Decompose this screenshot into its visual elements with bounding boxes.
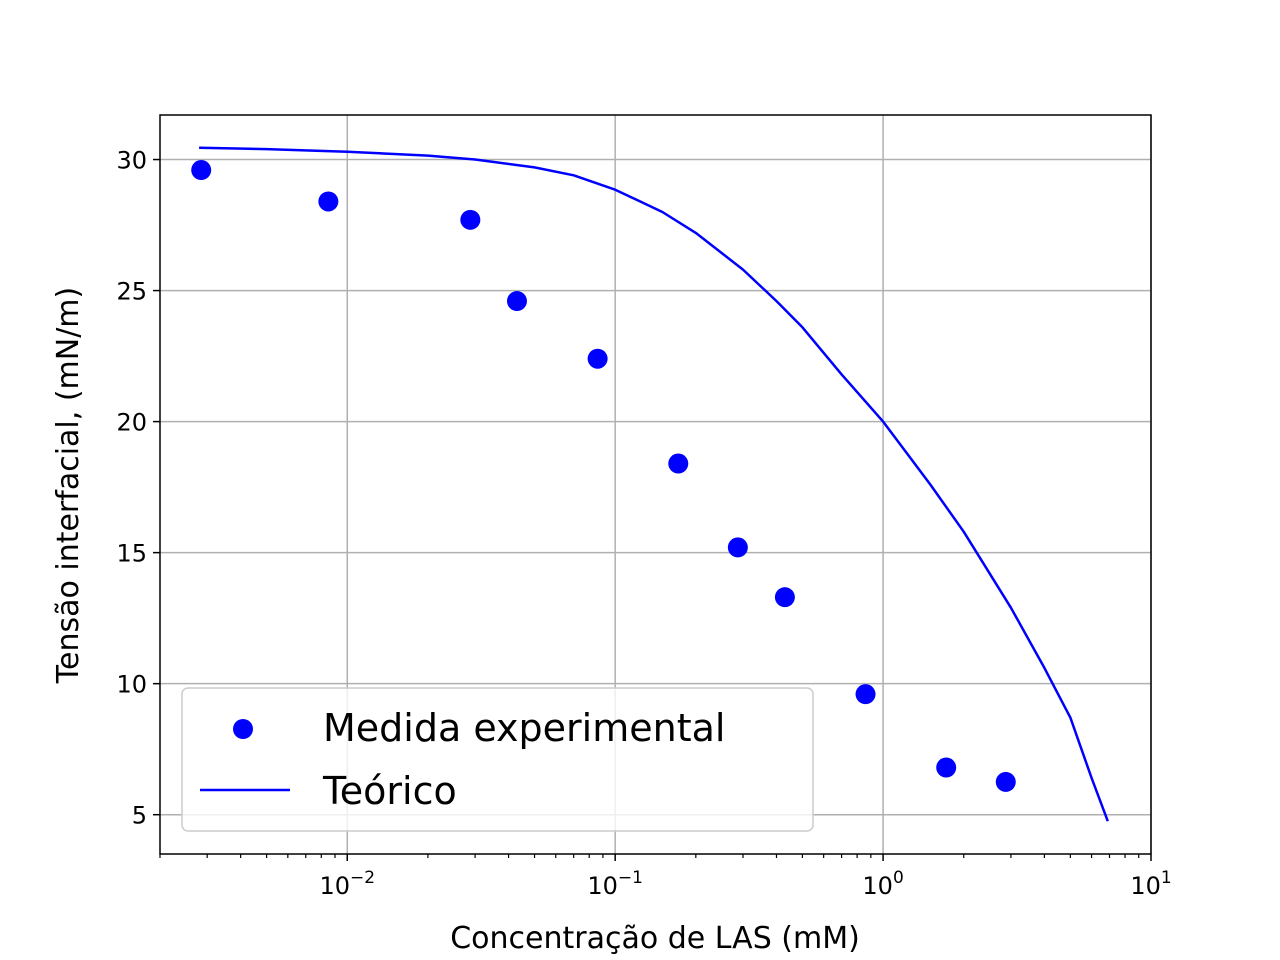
experimental-point bbox=[995, 771, 1016, 792]
y-tick-label: 25 bbox=[116, 278, 147, 306]
experimental-point bbox=[855, 684, 876, 705]
experimental-point bbox=[727, 537, 748, 558]
y-tick-label: 20 bbox=[116, 409, 147, 437]
theory-line-series bbox=[199, 146, 1109, 822]
x-tick-label-exponent: −2 bbox=[350, 868, 375, 888]
x-tick-label: 100 bbox=[862, 868, 903, 900]
x-tick-label: 101 bbox=[1130, 868, 1171, 900]
experimental-point bbox=[506, 291, 527, 312]
experimental-point bbox=[774, 587, 795, 608]
x-tick-label-exponent: 0 bbox=[893, 868, 904, 888]
minor-ticks bbox=[159, 854, 1140, 858]
theory-line bbox=[199, 146, 1109, 822]
major-ticks bbox=[153, 158, 1152, 861]
experimental-point bbox=[460, 209, 481, 230]
x-tick-label-exponent: −1 bbox=[618, 868, 643, 888]
y-tick-label: 5 bbox=[132, 802, 147, 830]
x-tick-label-exponent: 1 bbox=[1161, 868, 1172, 888]
x-tick-label: 10−1 bbox=[587, 868, 643, 900]
x-tick-label-base: 10 bbox=[319, 872, 350, 900]
experimental-point bbox=[191, 160, 212, 181]
x-tick-label: 10−2 bbox=[319, 868, 375, 900]
experimental-point bbox=[318, 191, 339, 212]
experimental-point bbox=[668, 453, 689, 474]
legend-label-theory: Teórico bbox=[322, 769, 457, 813]
grid bbox=[160, 115, 1152, 854]
x-tick-label-base: 10 bbox=[587, 872, 618, 900]
y-tick-label: 30 bbox=[116, 147, 147, 175]
x-tick-label-base: 10 bbox=[1130, 872, 1161, 900]
y-tick-label: 10 bbox=[116, 671, 147, 699]
y-tick-label: 15 bbox=[116, 540, 147, 568]
legend: Medida experimental Teórico bbox=[181, 687, 814, 832]
x-axis-label: Concentração de LAS (mM) bbox=[450, 921, 860, 956]
legend-marker-experimental bbox=[233, 719, 253, 739]
plot-frame bbox=[159, 114, 1152, 855]
experimental-scatter-series bbox=[191, 160, 1016, 792]
legend-box bbox=[181, 687, 814, 832]
experimental-point bbox=[936, 757, 957, 778]
x-tick-label-base: 10 bbox=[862, 872, 893, 900]
y-axis-label: Tensão interfacial, (mN/m) bbox=[51, 287, 86, 684]
legend-label-experimental: Medida experimental bbox=[323, 706, 725, 750]
experimental-point bbox=[587, 348, 608, 369]
